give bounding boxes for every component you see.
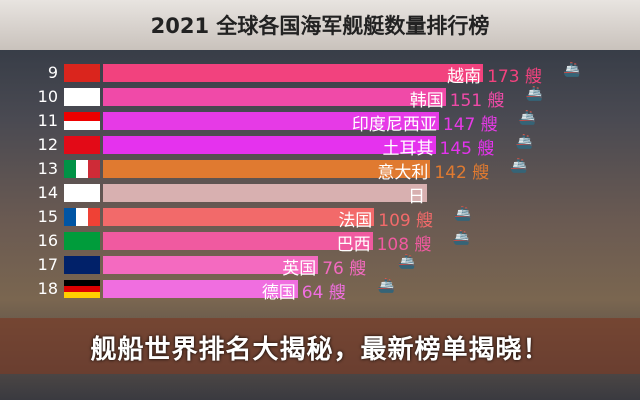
ship-icon: 🚢: [515, 134, 533, 150]
rank-label: 10: [37, 87, 58, 106]
value-label: 109 艘: [378, 211, 434, 231]
value-label: 147 艘: [442, 115, 498, 135]
bar: [103, 64, 484, 82]
flag-brazil: [64, 232, 100, 250]
bar: [103, 160, 431, 178]
title-banner: [0, 0, 640, 50]
flag-germany: [64, 280, 100, 298]
ship-icon: 🚢: [377, 278, 396, 294]
bar: [103, 280, 298, 298]
rank-label: 15: [37, 207, 58, 226]
flag-indonesia: [64, 112, 100, 130]
ship-icon: 🚢: [525, 86, 544, 102]
bar-label: 日: [408, 187, 425, 207]
bar: [103, 256, 319, 274]
flag-turkey: [64, 136, 100, 154]
rank-label: 13: [37, 159, 58, 178]
value-label: 64 艘: [301, 283, 346, 303]
ship-icon: 🚢: [510, 158, 528, 174]
bar-label: 意大利: [377, 163, 429, 183]
value-label: 145 艘: [439, 139, 495, 159]
rank-label: 16: [37, 231, 58, 250]
headline-overlay: [0, 318, 640, 374]
bar-label: 德国: [261, 283, 296, 303]
value-label: 151 艘: [449, 91, 505, 111]
flag-japan: [64, 184, 100, 202]
value-label: 76 艘: [322, 259, 367, 279]
bar-label: 巴西: [336, 235, 371, 255]
ship-icon: 🚢: [454, 206, 472, 222]
bar: [103, 208, 375, 226]
flag-south-korea: [64, 88, 100, 106]
value-label: 142 艘: [434, 163, 490, 183]
ship-icon: 🚢: [518, 110, 537, 126]
flag-france: [64, 208, 100, 226]
bar-label: 印度尼西亚: [351, 115, 437, 135]
rank-label: 12: [37, 135, 58, 154]
rank-label: 9: [47, 63, 58, 82]
bar-label: 土耳其: [382, 139, 434, 159]
ship-icon: 🚢: [563, 62, 581, 78]
headline: 舰船世界排名大揭秘，最新榜单揭晓！: [90, 335, 550, 365]
bar: [103, 232, 373, 250]
bar: [103, 112, 439, 130]
flag-italy: [64, 160, 100, 178]
value-label: 108 艘: [376, 235, 432, 255]
rank-label: 17: [37, 255, 58, 274]
bar: [103, 136, 436, 154]
bar-label: 法国: [338, 211, 373, 231]
bar: [103, 184, 427, 202]
flag-vietnam: [64, 64, 100, 82]
flag-uk: [64, 256, 100, 274]
bar-label: 越南: [447, 67, 482, 87]
chart-title: 2021 全球各国海军舰艇数量排行榜: [150, 14, 490, 38]
rank-label: 18: [37, 279, 58, 298]
bar-label: 英国: [282, 259, 317, 279]
rank-label: 14: [37, 183, 58, 202]
bar: [103, 88, 446, 106]
value-label: 173 艘: [487, 67, 542, 87]
ship-icon: 🚢: [452, 230, 471, 246]
bar-label: 韩国: [409, 91, 444, 111]
rank-label: 11: [37, 111, 58, 130]
ship-icon: 🚢: [398, 254, 416, 270]
